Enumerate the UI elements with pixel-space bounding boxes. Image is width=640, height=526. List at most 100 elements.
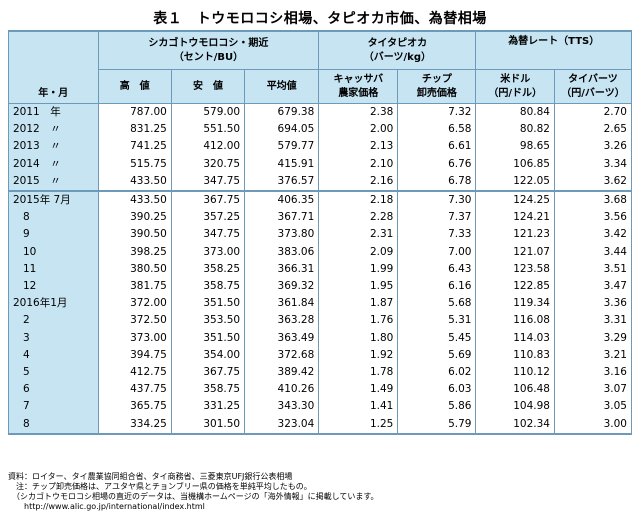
low-cell: 551.50 — [170, 121, 246, 139]
usd-cell: 106.85 — [475, 155, 555, 173]
thb-header: タイバーツ （円/バーツ） — [553, 69, 633, 104]
row-label: 2014 〃 — [8, 155, 99, 173]
thb-cell: 3.34 — [553, 155, 633, 173]
high-cell: 398.25 — [97, 243, 172, 261]
note-url: http://www.alic.go.jp/international/inde… — [8, 502, 205, 511]
low-cell: 357.25 — [170, 209, 246, 227]
corn-group-header: シカゴトウモロコシ・期近 （セント/BU） — [97, 31, 320, 70]
high-cell: 433.50 — [97, 191, 172, 210]
cassava-cell: 1.92 — [318, 346, 399, 365]
usd-cell: 124.25 — [475, 191, 555, 210]
avg-cell: 579.77 — [244, 138, 320, 156]
high-cell: 373.00 — [97, 329, 172, 347]
high-cell: 433.50 — [97, 172, 172, 193]
avg-cell: 410.26 — [244, 381, 320, 399]
row-label: 11 — [8, 260, 99, 279]
thb-cell: 3.00 — [553, 415, 633, 434]
high-cell: 372.00 — [97, 295, 172, 313]
cassava-cell: 2.10 — [318, 155, 399, 173]
tapioca-group-header: タイタピオカ （バーツ/kg） — [318, 31, 477, 70]
low-header: 安 値 — [170, 69, 246, 104]
table-row: 2015年 7月 433.50 367.75 406.35 2.18 7.30 124.25… — [8, 191, 633, 210]
low-cell: 579.00 — [170, 103, 246, 122]
low-cell: 351.50 — [170, 295, 246, 313]
chip-cell: 6.16 — [397, 278, 477, 296]
row-label: 8 — [8, 415, 99, 434]
chip-cell: 6.02 — [397, 364, 477, 382]
usd-header: 米ドル （円/ドル） — [475, 69, 555, 104]
thb-cell: 3.16 — [553, 364, 633, 382]
low-cell: 367.75 — [170, 191, 246, 210]
row-label: 2013 〃 — [8, 138, 99, 156]
table-row: 4 394.75 354.00 372.68 1.92 5.69 110.83 3.21 — [8, 346, 633, 365]
price-table: 年・月 シカゴトウモロコシ・期近 （セント/BU） タイタピオカ （バーツ/kg… — [8, 30, 633, 435]
chip-cell: 7.37 — [397, 209, 477, 227]
usd-cell: 102.34 — [475, 415, 555, 434]
table-row: 2013 〃 741.25 412.00 579.77 2.13 6.61 98.65 3.2… — [8, 138, 633, 156]
chip-cell: 6.58 — [397, 121, 477, 139]
chip-cell: 6.76 — [397, 155, 477, 173]
usd-cell: 121.23 — [475, 226, 555, 244]
cassava-cell: 2.38 — [318, 103, 399, 122]
table-row: 8 334.25 301.50 323.04 1.25 5.79 102.34 3.00 — [8, 415, 633, 434]
usd-cell: 80.82 — [475, 121, 555, 139]
cassava-cell: 2.18 — [318, 191, 399, 210]
usd-cell: 122.85 — [475, 278, 555, 296]
table-row: 2012 〃 831.25 551.50 694.05 2.00 6.58 80.82 2.6… — [8, 121, 633, 139]
table-row: 7 365.75 331.25 343.30 1.41 5.86 104.98 3.05 — [8, 398, 633, 416]
high-cell: 515.75 — [97, 155, 172, 173]
row-label: 2 — [8, 312, 99, 330]
low-cell: 367.75 — [170, 364, 246, 382]
row-label: 3 — [8, 329, 99, 347]
high-cell: 437.75 — [97, 381, 172, 399]
note-corn: （シカゴトウモロコシ相場の直近のデータは、当機構ホームページの「海外情報」に掲載… — [8, 492, 379, 501]
avg-cell: 369.32 — [244, 278, 320, 296]
note-chip: 注：チップ卸売価格は、アユタヤ県とチョンブリー県の価格を単純平均したもの。 — [8, 482, 312, 491]
usd-cell: 121.07 — [475, 243, 555, 261]
thb-cell: 3.26 — [553, 138, 633, 156]
usd-cell: 123.58 — [475, 260, 555, 279]
avg-header: 平均値 — [244, 69, 320, 104]
chip-cell: 7.30 — [397, 191, 477, 210]
usd-cell: 106.48 — [475, 381, 555, 399]
year-month-header: 年・月 — [8, 31, 99, 104]
table-row: 2016年1月 372.00 351.50 361.84 1.87 5.68 119.34 3… — [8, 295, 633, 313]
low-cell: 358.25 — [170, 260, 246, 279]
avg-cell: 406.35 — [244, 191, 320, 210]
usd-cell: 98.65 — [475, 138, 555, 156]
low-cell: 412.00 — [170, 138, 246, 156]
low-cell: 301.50 — [170, 415, 246, 434]
low-cell: 358.75 — [170, 381, 246, 399]
avg-cell: 373.80 — [244, 226, 320, 244]
avg-cell: 383.06 — [244, 243, 320, 261]
thb-cell: 3.56 — [553, 209, 633, 227]
thb-cell: 3.36 — [553, 295, 633, 313]
chip-cell: 6.03 — [397, 381, 477, 399]
usd-cell: 110.83 — [475, 346, 555, 365]
low-cell: 354.00 — [170, 346, 246, 365]
row-label: 9 — [8, 226, 99, 244]
high-cell: 390.50 — [97, 226, 172, 244]
table-row: 2011 年 787.00 579.00 679.38 2.38 7.32 80.84 2.7… — [8, 103, 633, 122]
cassava-cell: 2.13 — [318, 138, 399, 156]
avg-cell: 679.38 — [244, 103, 320, 122]
row-label: 2012 〃 — [8, 121, 99, 139]
cassava-cell: 2.31 — [318, 226, 399, 244]
cassava-cell: 1.25 — [318, 415, 399, 434]
chip-cell: 6.78 — [397, 172, 477, 193]
chip-cell: 5.68 — [397, 295, 477, 313]
table-row: 2 372.50 353.50 363.28 1.76 5.31 116.08 3.31 — [8, 312, 633, 330]
table-row: 10 398.25 373.00 383.06 2.09 7.00 121.07 3.44 — [8, 243, 633, 261]
high-cell: 390.25 — [97, 209, 172, 227]
low-cell: 331.25 — [170, 398, 246, 416]
high-cell: 381.75 — [97, 278, 172, 296]
row-label: 5 — [8, 364, 99, 382]
usd-cell: 116.08 — [475, 312, 555, 330]
chip-cell: 6.61 — [397, 138, 477, 156]
low-cell: 347.75 — [170, 172, 246, 193]
fx-group-header: 為替レート（TTS） — [475, 31, 632, 70]
high-cell: 394.75 — [97, 346, 172, 365]
cassava-cell: 2.00 — [318, 121, 399, 139]
cassava-cell: 1.99 — [318, 260, 399, 279]
avg-cell: 367.71 — [244, 209, 320, 227]
